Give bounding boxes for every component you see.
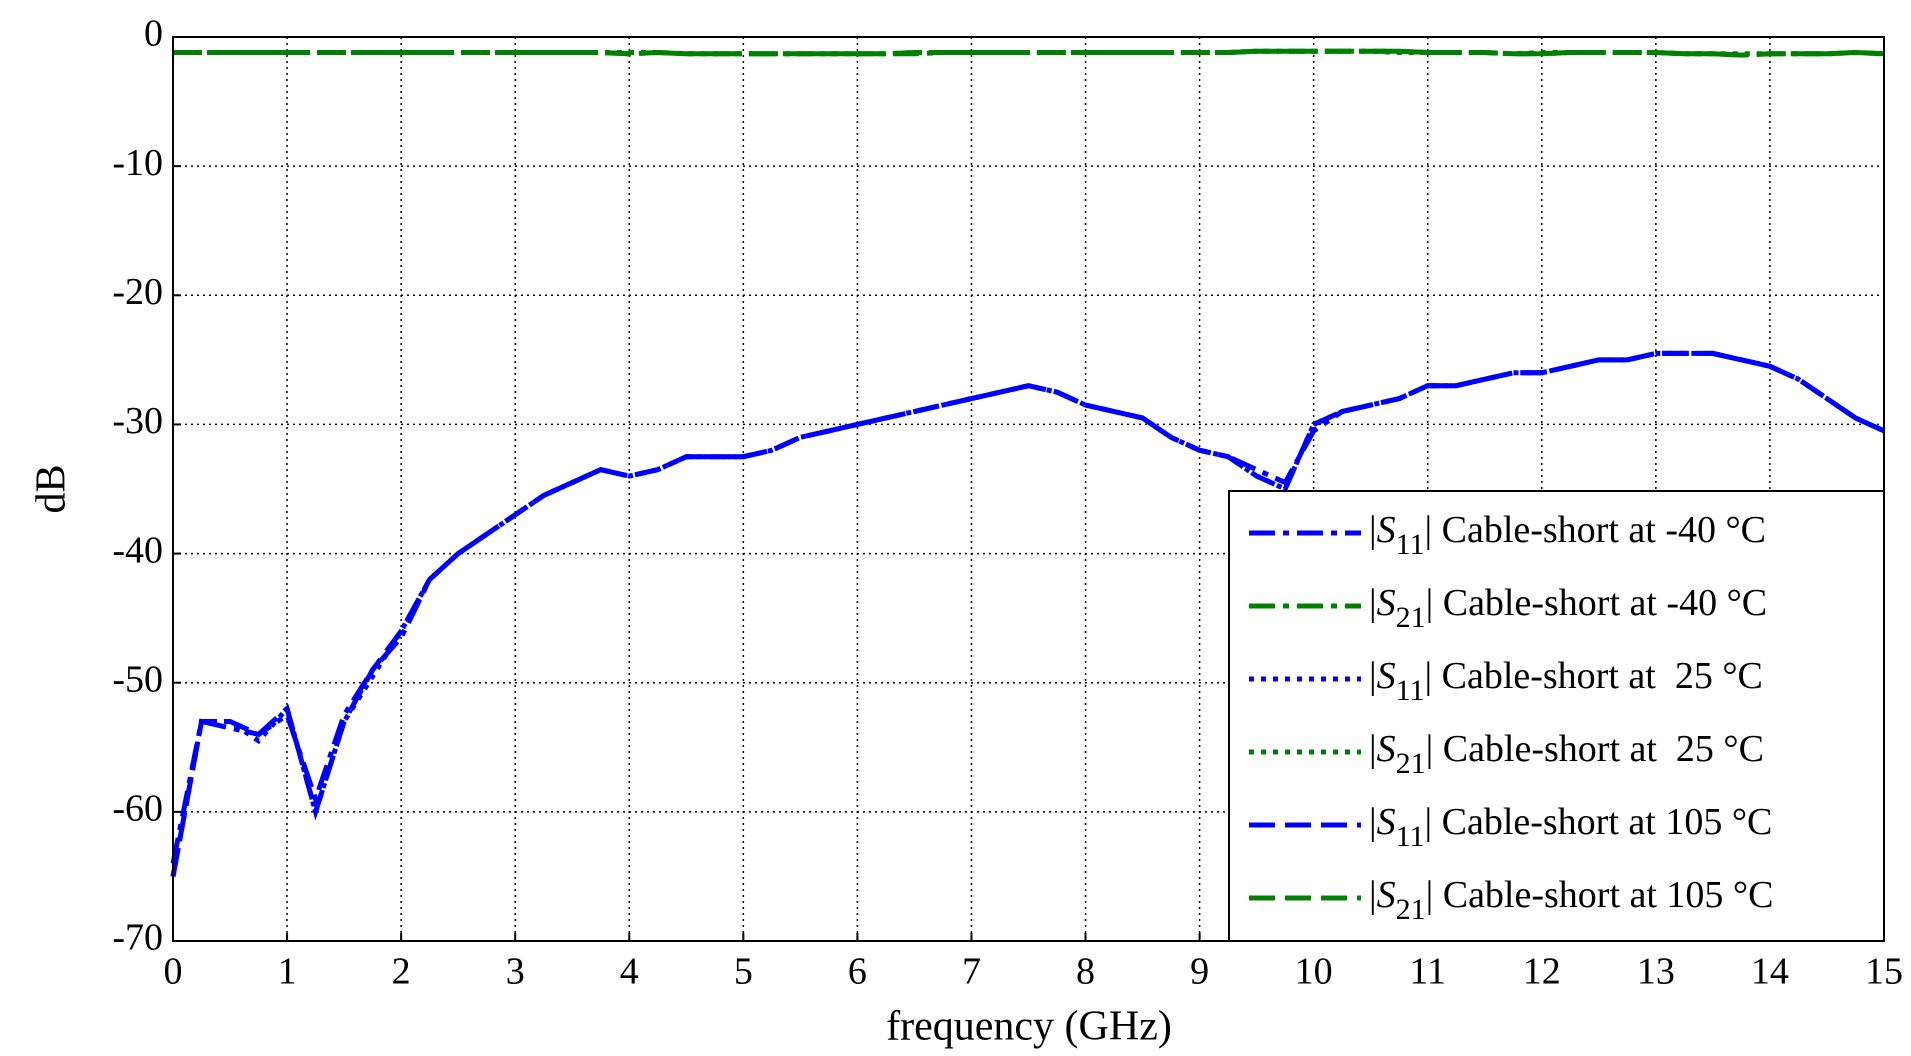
x-tick-label: 12 [1523,951,1561,993]
legend-box [1228,490,1885,942]
x-tick-label: 8 [1076,951,1095,993]
y-tick-label: -20 [112,271,163,313]
x-tick-label: 3 [506,951,525,993]
x-tick-label: 11 [1409,951,1446,993]
legend-label: |S11| Cable-short at -40 °C [1369,509,1766,561]
x-tick-label: 0 [164,951,183,993]
x-tick-label: 4 [620,951,639,993]
x-tick-label: 13 [1637,951,1675,993]
x-tick-label: 5 [734,951,753,993]
y-axis-label: dB [29,464,75,513]
x-axis-label: frequency (GHz) [886,1004,1172,1050]
x-tick-label: 9 [1190,951,1209,993]
x-tick-label: 1 [278,951,297,993]
plot-frame [172,36,1885,942]
series-line [173,48,1885,57]
legend-label: |S21| Cable-short at -40 °C [1369,582,1767,634]
legend-label: |S11| Cable-short at 25 °C [1369,655,1763,707]
x-tick-label: 14 [1751,951,1789,993]
x-tick-label: 10 [1295,951,1333,993]
legend-label: |S21| Cable-short at 105 °C [1369,874,1773,926]
x-tick-label: 15 [1865,951,1903,993]
y-tick-label: -30 [112,400,163,442]
y-tick-label: -40 [112,529,163,571]
series-line [173,48,1885,58]
y-tick-label: -50 [112,658,163,700]
legend-label: |S11| Cable-short at 105 °C [1369,801,1772,853]
x-tick-label: 2 [392,951,411,993]
x-tick-label: 6 [848,951,867,993]
y-tick-label: -10 [112,142,163,184]
series-line [170,350,1886,877]
x-tick-label: 7 [962,951,981,993]
y-tick-label: -60 [112,788,163,830]
legend-label: |S21| Cable-short at 25 °C [1369,728,1764,780]
y-tick-label: -70 [112,917,163,959]
y-tick-label: 0 [144,13,163,55]
